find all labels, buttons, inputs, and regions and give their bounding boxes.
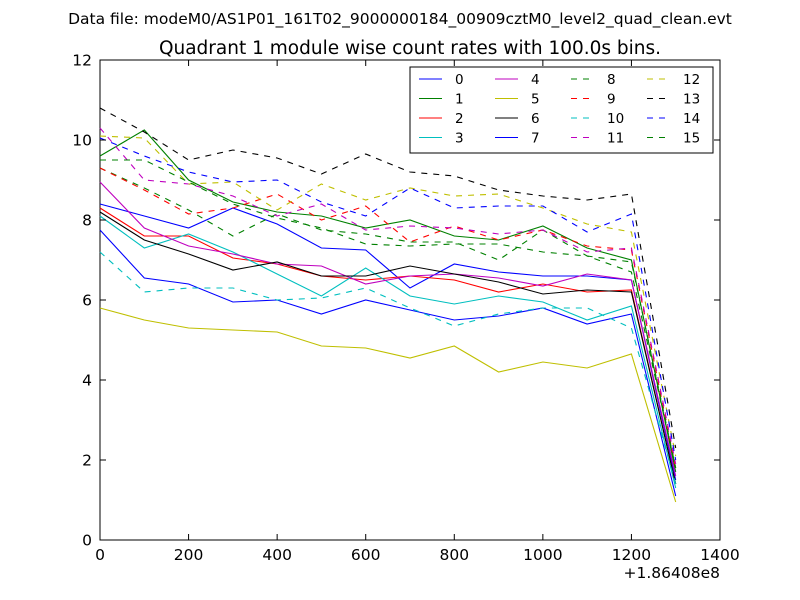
series-line-6 (99, 211, 677, 485)
x-tick-label: 1400 (700, 546, 739, 564)
series-layer (99, 107, 677, 503)
legend-label-9: 9 (607, 92, 616, 108)
x-tick-label: 400 (262, 546, 292, 564)
legend-label-12: 12 (683, 72, 700, 88)
series-line-7 (99, 229, 677, 497)
series-line-15 (100, 159, 677, 469)
y-tick-label: 12 (72, 52, 92, 70)
legend-label-4: 4 (531, 72, 540, 88)
series-line-5 (99, 307, 677, 503)
series-line-4 (99, 181, 677, 477)
legend-label-2: 2 (455, 111, 464, 127)
x-tick-label: 600 (351, 546, 381, 564)
legend-label-6: 6 (531, 111, 540, 127)
x-tick-label: 200 (174, 546, 204, 564)
legend-label-10: 10 (607, 111, 624, 127)
legend-label-3: 3 (455, 131, 464, 147)
legend-label-15: 15 (683, 131, 700, 147)
series-line-8 (99, 167, 677, 469)
legend-label-8: 8 (607, 72, 616, 88)
y-tick-label: 10 (72, 132, 92, 150)
chart-title: Quadrant 1 module wise count rates with … (159, 38, 661, 59)
legend-label-11: 11 (607, 131, 624, 147)
legend-label-7: 7 (531, 131, 540, 147)
series-line-9 (99, 167, 677, 469)
x-axis-offset-label: +1.86408e8 (624, 564, 720, 582)
legend-label-0: 0 (455, 72, 464, 88)
series-line-12 (99, 135, 677, 457)
figure-suptitle: Data file: modeM0/AS1P01_161T02_90000001… (68, 10, 732, 29)
series-line-3 (99, 215, 677, 489)
x-tick-label: 1200 (612, 546, 651, 564)
legend-label-1: 1 (455, 92, 464, 108)
series-line-10 (99, 251, 677, 485)
x-tick-label: 800 (439, 546, 469, 564)
y-tick-label: 0 (82, 532, 92, 550)
y-tick-label: 6 (82, 292, 92, 310)
y-tick-label: 2 (82, 452, 92, 470)
series-line-11 (99, 127, 677, 465)
legend-box (409, 66, 714, 154)
x-tick-label: 1000 (523, 546, 562, 564)
legend-label-13: 13 (683, 92, 700, 108)
x-axis-ticks: 0 200 400 600 800 1000 1200 1400 (95, 60, 740, 564)
legend-label-5: 5 (531, 92, 540, 108)
y-tick-label: 4 (82, 372, 92, 390)
legend-label-14: 14 (683, 111, 700, 127)
series-line-13 (99, 107, 677, 449)
y-tick-label: 8 (82, 212, 92, 230)
x-tick-label: 0 (95, 546, 105, 564)
